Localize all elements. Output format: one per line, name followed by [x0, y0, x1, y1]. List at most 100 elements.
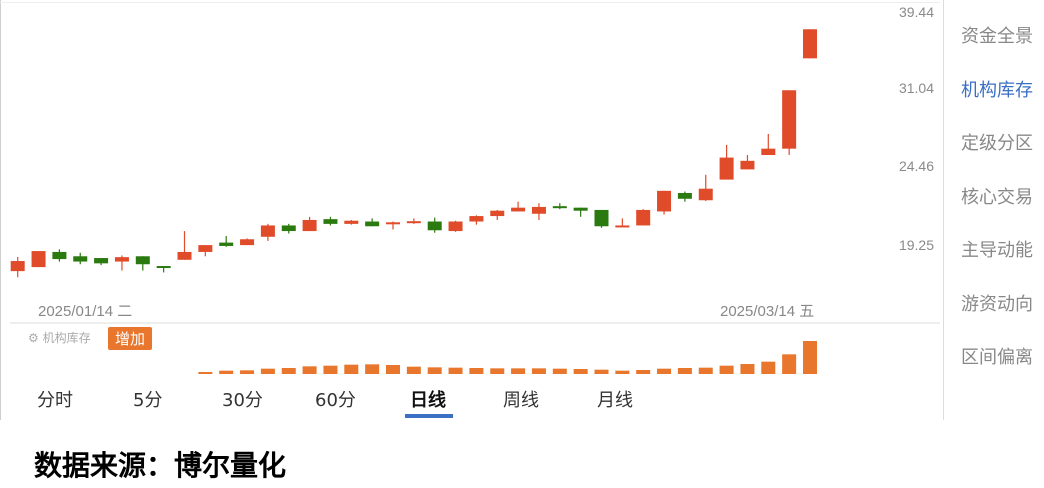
indicator-bar — [615, 370, 630, 374]
indicator-bar — [636, 370, 651, 374]
tab-5min[interactable]: 5分 — [133, 390, 163, 411]
candle-body — [135, 256, 150, 265]
indicator-bar — [803, 341, 817, 374]
indicator-bar — [573, 369, 588, 374]
indicator-bar — [531, 368, 546, 374]
candle-body — [406, 221, 421, 224]
candle-body — [73, 256, 88, 262]
sidebar-item[interactable]: 游资动向 — [961, 294, 1033, 315]
candle-body — [260, 225, 275, 237]
candle-body — [177, 251, 192, 260]
indicator-bar — [511, 368, 526, 374]
sidebar-divider — [943, 0, 944, 420]
candle-body — [740, 160, 755, 170]
indicator-label[interactable]: ⚙ 机构库存 — [28, 329, 91, 346]
indicator-bar — [344, 364, 359, 374]
candle-body — [198, 245, 213, 252]
candle-body — [365, 221, 380, 227]
indicator-bar — [594, 369, 609, 374]
y-tick-label: 39.44 — [898, 4, 934, 20]
candle-body — [803, 29, 817, 59]
candle-body — [10, 261, 25, 272]
candle-body — [386, 222, 400, 225]
sidebar-item[interactable]: 区间偏离 — [961, 347, 1033, 368]
indicator-bar — [365, 364, 380, 374]
indicator-bar — [677, 368, 692, 374]
candle-body — [427, 221, 442, 231]
candle-body — [323, 219, 338, 224]
candle-body — [531, 206, 546, 214]
indicator-bar — [761, 361, 776, 374]
candle-body — [761, 148, 776, 156]
candle-body — [156, 266, 171, 269]
candle-body — [511, 207, 526, 212]
indicator-bar — [427, 367, 442, 374]
indicator-name: 机构库存 — [42, 331, 91, 345]
y-tick-label: 24.46 — [898, 158, 934, 174]
border — [0, 0, 1, 420]
indicator-badge: 增加 — [108, 327, 153, 350]
y-tick-label: 31.04 — [898, 80, 934, 96]
candle-body — [677, 192, 692, 199]
candle-body — [594, 209, 609, 227]
sidebar-item[interactable]: 核心交易 — [961, 187, 1033, 208]
candle-body — [469, 216, 484, 222]
indicator-bar — [552, 368, 567, 374]
tab-weekly[interactable]: 周线 — [503, 390, 539, 411]
indicator-bar — [406, 366, 421, 374]
candle-body — [31, 251, 46, 268]
tab-fenshi[interactable]: 分时 — [37, 390, 73, 411]
border — [0, 2, 940, 3]
candle-body — [615, 225, 630, 228]
candle-body — [782, 90, 797, 149]
x-date-label-start: 2025/01/14 二 — [38, 303, 133, 320]
sidebar-item-active[interactable]: 机构库存 — [961, 80, 1033, 101]
indicator-bar — [240, 370, 255, 374]
indicator-bar — [281, 368, 296, 374]
pane-divider — [10, 322, 940, 324]
indicator-bar — [302, 366, 317, 374]
candle-body — [552, 206, 567, 209]
candle-body — [52, 251, 67, 260]
indicator-bar — [386, 365, 400, 374]
indicator-bar — [490, 368, 505, 374]
candle-body — [448, 221, 463, 232]
indicator-bar — [698, 367, 713, 374]
candle-body — [344, 220, 359, 224]
candle-body — [281, 225, 296, 232]
indicator-bar — [198, 372, 213, 374]
source-caption: 数据来源：博尔量化 — [34, 449, 287, 482]
tab-60min[interactable]: 60分 — [315, 390, 356, 411]
active-tab-indicator — [405, 414, 453, 418]
x-date-label-end: 2025/03/14 五 — [720, 303, 815, 320]
indicator-bar — [782, 354, 797, 374]
gear-icon: ⚙ — [28, 331, 43, 345]
tab-daily[interactable]: 日线 — [410, 390, 446, 411]
candle-body — [657, 190, 672, 212]
indicator-bar — [448, 367, 463, 374]
candle-body — [719, 157, 734, 180]
sidebar-item[interactable]: 资金全景 — [961, 26, 1033, 47]
indicator-bar — [719, 365, 734, 374]
candle-body — [698, 188, 713, 201]
tab-30min[interactable]: 30分 — [222, 390, 263, 411]
candle-body — [240, 239, 255, 246]
sidebar-item[interactable]: 主导动能 — [961, 240, 1033, 261]
candle-body — [302, 219, 317, 232]
indicator-bar — [260, 368, 275, 374]
sidebar-item[interactable]: 定级分区 — [961, 133, 1033, 154]
candle-body — [94, 258, 109, 264]
indicator-bar — [323, 365, 338, 374]
y-tick-label: 19.25 — [898, 237, 934, 253]
candle-body — [114, 257, 129, 262]
indicator-bar — [219, 370, 234, 374]
indicator-bar — [740, 364, 755, 374]
candle-body — [490, 210, 505, 217]
candle-body — [573, 207, 588, 211]
candle-body — [219, 242, 234, 246]
chart-panel: 39.44 31.04 24.46 19.25 2025/01/14 二 202… — [0, 0, 1033, 420]
candlestick-chart[interactable] — [0, 0, 944, 420]
indicator-bar — [657, 368, 672, 374]
tab-monthly[interactable]: 月线 — [597, 390, 633, 411]
indicator-bar — [469, 368, 484, 374]
